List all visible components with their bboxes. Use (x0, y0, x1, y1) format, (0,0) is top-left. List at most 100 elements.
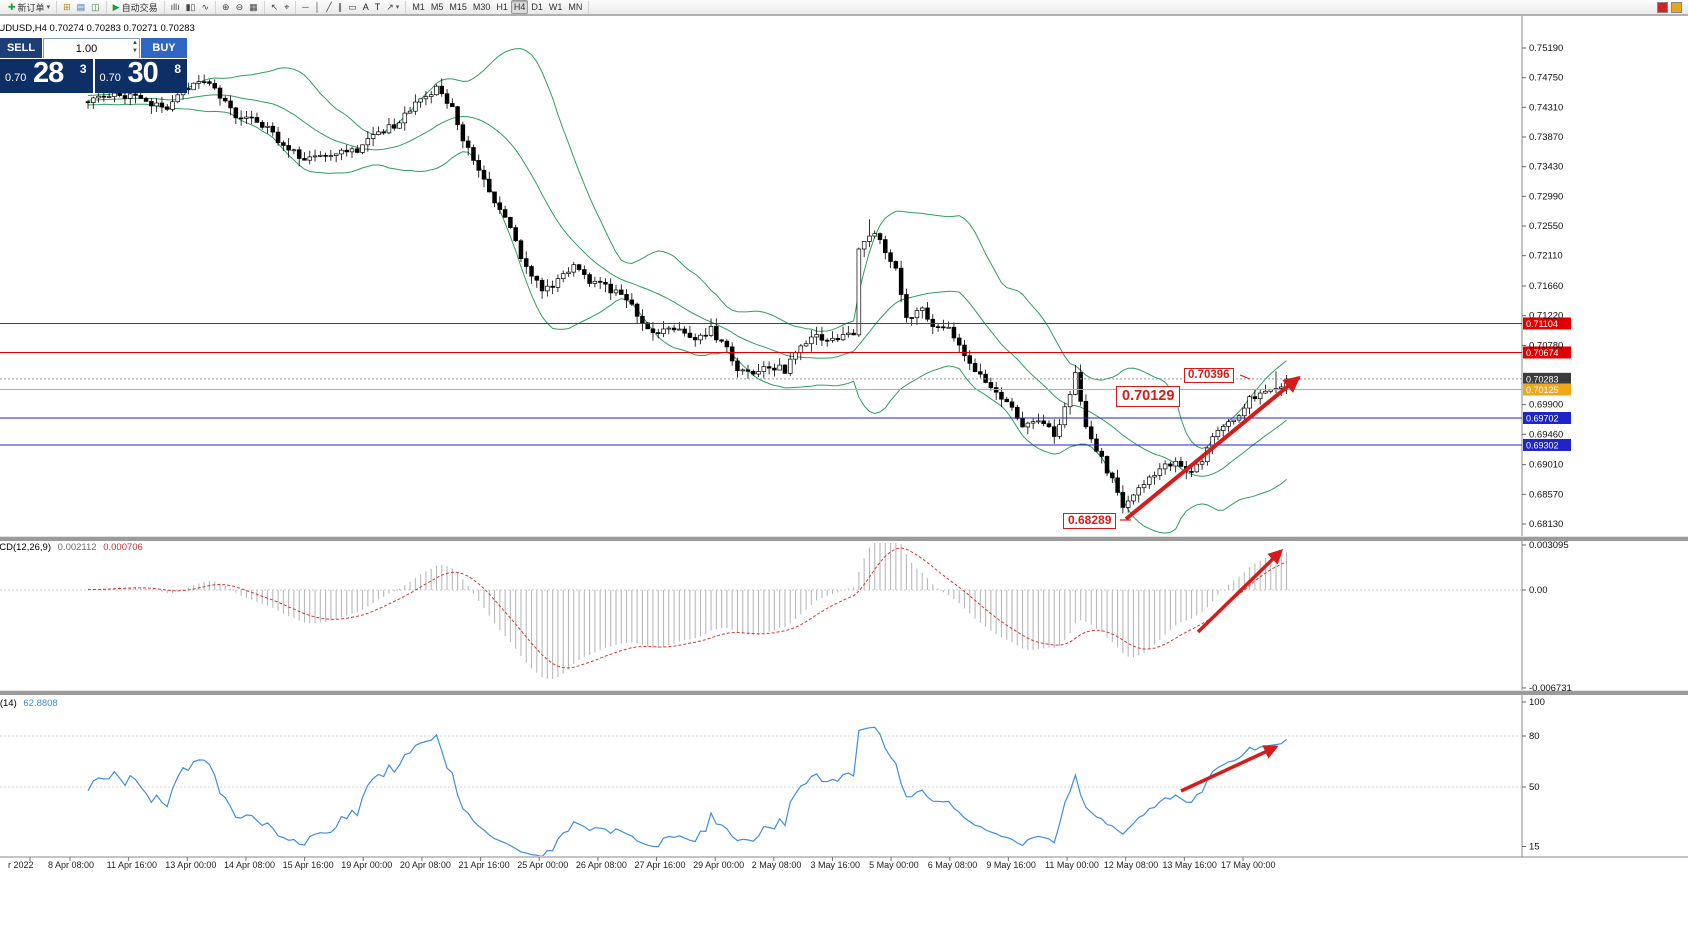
svg-text:26 Apr 08:00: 26 Apr 08:00 (576, 860, 627, 870)
bar-chart-icon-glyph: ıllı (170, 2, 180, 12)
toolbar-group-auto-trading: ▶ 自动交易 (107, 0, 165, 14)
svg-text:80: 80 (1529, 731, 1540, 742)
symbol-ohlc-header: AUDUSD,H4 0.70274 0.70283 0.70271 0.7028… (0, 23, 195, 34)
tf-m15[interactable]: M15 (446, 0, 470, 14)
rsi-panel (0, 726, 1522, 856)
candlestick-chart-icon[interactable]: ▮▯ (183, 0, 199, 14)
svg-text:0.72990: 0.72990 (1529, 191, 1563, 202)
horizontal-line-icon-glyph: ─ (302, 2, 309, 12)
svg-text:5 May 00:00: 5 May 00:00 (869, 860, 919, 870)
auto-scroll-icon[interactable] (1671, 1, 1682, 13)
svg-text:0.70780: 0.70780 (1529, 340, 1563, 351)
bar-chart-icon[interactable]: ıllı (168, 0, 183, 14)
candles-layer (85, 74, 1289, 514)
crosshair-icon[interactable]: ⌖ (281, 0, 292, 14)
price-callout-high[interactable]: 0.70396 (1184, 368, 1234, 384)
toolbar-group-orders: ✚ 新订单 ▾ (2, 0, 58, 14)
svg-text:27 Apr 16:00: 27 Apr 16:00 (635, 860, 686, 870)
shapes-icon[interactable]: ▭ (345, 0, 360, 14)
svg-text:0.71220: 0.71220 (1529, 311, 1563, 322)
volume-field: ▲▼ (43, 38, 140, 58)
volume-spinner[interactable]: ▲ ▼ (132, 40, 138, 54)
zoom-out-icon[interactable]: ⊖ (233, 0, 247, 14)
buy-price-sup: 8 (174, 62, 181, 76)
horizontal-line-icon[interactable]: ─ (299, 0, 311, 14)
svg-text:12 May 08:00: 12 May 08:00 (1104, 860, 1159, 870)
tf-d1-label: D1 (531, 2, 543, 12)
svg-text:0.70125: 0.70125 (1526, 385, 1559, 395)
zoom-in-icon[interactable]: ⊕ (219, 0, 233, 14)
sell-price-tile[interactable]: 0.70 28 3 (0, 57, 93, 93)
svg-text:19 Apr 00:00: 19 Apr 00:00 (341, 860, 392, 870)
svg-text:0.74310: 0.74310 (1529, 102, 1563, 113)
arrows-tool-icon[interactable]: ↗ ▾ (383, 0, 402, 14)
charts-grid-icon[interactable]: ⊞ (60, 0, 74, 14)
price-callout-low[interactable]: 0.68289 (1063, 513, 1117, 529)
toolbar-group-chart-type: ıllı ▮▯ ∿ (165, 0, 217, 14)
new-order-button-label: 新订单 (17, 2, 45, 13)
sell-button[interactable]: SELL (0, 38, 42, 58)
toolbar-group-pointer: ↖ ⌖ (265, 0, 297, 14)
vertical-line-icon[interactable]: │ (312, 0, 324, 14)
toolbar-group-windows: ⊞ ▤ ◫ (57, 0, 107, 14)
tf-w1[interactable]: W1 (546, 0, 566, 14)
text-label-icon[interactable]: T (372, 0, 384, 14)
sell-price-prefix: 0.70 (5, 72, 27, 84)
channel-icon[interactable]: ∥ (335, 0, 346, 14)
text-label-icon-glyph: T (374, 2, 381, 12)
tile-windows-icon-glyph: ▦ (249, 2, 258, 12)
text-icon[interactable]: A (360, 0, 372, 14)
svg-text:6 May 08:00: 6 May 08:00 (928, 860, 978, 870)
sell-price-big: 28 (33, 57, 64, 89)
tf-h4[interactable]: H4 (510, 0, 529, 14)
svg-text:13 Apr 00:00: 13 Apr 00:00 (165, 860, 216, 870)
trendline-icon-glyph: ╱ (326, 2, 332, 12)
tf-h1-label: H1 (496, 2, 508, 12)
one-click-trade-panel: SELL ▲▼ BUY 0.70 28 3 0.70 30 8 (0, 38, 187, 93)
profiles-icon[interactable]: ▤ (74, 0, 89, 14)
new-order-button[interactable]: ✚ 新订单 ▾ (5, 0, 53, 14)
svg-text:0.70674: 0.70674 (1526, 348, 1559, 358)
svg-text:9 May 16:00: 9 May 16:00 (986, 860, 1036, 870)
tile-windows-icon[interactable]: ▦ (246, 0, 261, 14)
macd-value: 0.002112 (57, 542, 97, 553)
zoom-in-icon-glyph: ⊕ (222, 2, 230, 12)
auto-trading-button[interactable]: ▶ 自动交易 (110, 0, 161, 14)
line-chart-icon[interactable]: ∿ (199, 0, 213, 14)
tf-d1[interactable]: D1 (528, 0, 546, 14)
svg-text:-0.006731: -0.006731 (1529, 683, 1572, 694)
svg-text:14 Apr 08:00: 14 Apr 08:00 (224, 860, 275, 870)
main-toolbar: ✚ 新订单 ▾ ⊞ ▤ ◫ ▶ 自动交易 ıllı ▮▯ ∿ ⊕ ⊖ ▦ ↖ ⌖ ─ │ ╱ ∥ ▭ A T ↗ ▾ M1 M5 M1… (0, 0, 1688, 15)
buy-price-tile[interactable]: 0.70 30 8 (94, 57, 187, 93)
arrows-tool-icon-caret: ▾ (395, 4, 400, 11)
svg-text:100: 100 (1529, 697, 1545, 708)
rsi-name: RSI(14) (0, 698, 17, 709)
volume-input[interactable] (44, 40, 139, 58)
svg-text:0.74750: 0.74750 (1529, 73, 1563, 84)
tf-m15-label: M15 (449, 2, 467, 12)
price-callout-entry[interactable]: 0.70129 (1116, 386, 1181, 407)
toolbar-group-timeframes: M1 M5 M15 M30 H1 H4 D1 W1 MN (406, 0, 590, 14)
svg-text:0.68130: 0.68130 (1529, 519, 1563, 530)
cursor-icon[interactable]: ↖ (268, 0, 282, 14)
tf-m1[interactable]: M1 (409, 0, 428, 14)
tf-h1[interactable]: H1 (493, 0, 511, 14)
tf-w1-label: W1 (548, 2, 563, 12)
svg-text:0.68570: 0.68570 (1529, 489, 1563, 500)
tf-mn[interactable]: MN (565, 0, 585, 14)
data-window-icon[interactable]: ◫ (88, 0, 103, 14)
tf-m5-label: M5 (430, 2, 444, 12)
svg-text:0.69460: 0.69460 (1529, 429, 1563, 440)
svg-text:15: 15 (1529, 842, 1540, 853)
trendline-icon[interactable]: ╱ (323, 0, 334, 14)
vertical-line-icon-glyph: │ (314, 2, 321, 12)
svg-text:0.69702: 0.69702 (1526, 414, 1559, 424)
tf-m5[interactable]: M5 (428, 0, 447, 14)
tf-m30[interactable]: M30 (470, 0, 494, 14)
toolbar-group-draw-tools: ─ │ ╱ ∥ ▭ A T ↗ ▾ (296, 0, 407, 14)
chart-shift-icon[interactable] (1657, 1, 1668, 13)
channel-icon-glyph: ∥ (337, 2, 343, 12)
svg-text:17 May 00:00: 17 May 00:00 (1221, 860, 1276, 870)
buy-button[interactable]: BUY (141, 38, 187, 58)
